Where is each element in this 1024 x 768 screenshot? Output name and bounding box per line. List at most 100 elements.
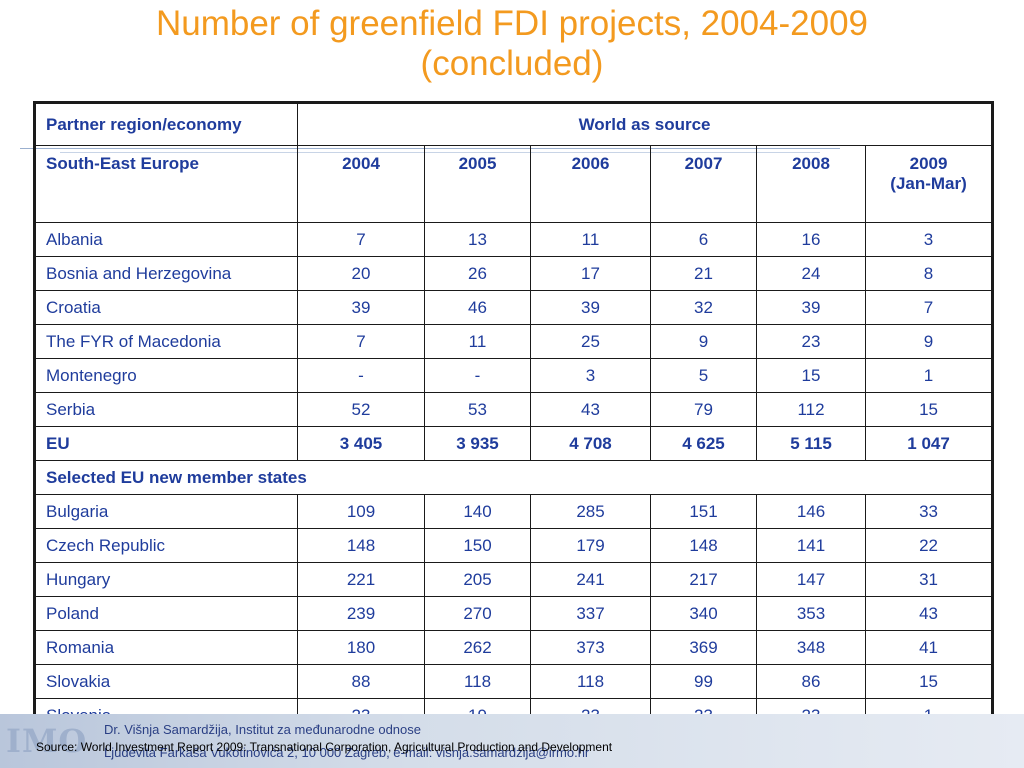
table-cell: 15 — [864, 392, 994, 427]
table-cell: - — [424, 358, 531, 393]
table-cell: 118 — [424, 664, 531, 699]
year-header: 2008 — [756, 145, 866, 223]
institute-logo: IMO — [6, 722, 88, 760]
table-cell: - — [297, 358, 425, 393]
table-cell: 337 — [530, 596, 651, 631]
table-cell: 217 — [650, 562, 757, 597]
table-cell: 43 — [530, 392, 651, 427]
table-cell: 141 — [756, 528, 866, 563]
table-cell: 285 — [530, 494, 651, 529]
table-cell: 3 405 — [297, 426, 425, 461]
table-cell: 79 — [650, 392, 757, 427]
table-cell: 1 — [864, 358, 994, 393]
table-row: Slovakia 88 118 118 99 86 15 — [34, 664, 994, 699]
table-cell: 7 — [297, 222, 425, 257]
section-row: Selected EU new member states — [33, 460, 994, 495]
table-cell: 4 625 — [650, 426, 757, 461]
table-row: Bulgaria 109 140 285 151 146 33 — [34, 494, 994, 529]
table-row: Croatia 39 46 39 32 39 7 — [34, 290, 994, 325]
table-cell: 151 — [650, 494, 757, 529]
year-header: 2005 — [424, 145, 531, 223]
table-cell: 148 — [297, 528, 425, 563]
table-cell: 146 — [756, 494, 866, 529]
source-header: World as source — [296, 102, 994, 146]
table-cell: 11 — [530, 222, 651, 257]
table-cell: 21 — [650, 256, 757, 291]
year-header: 2006 — [530, 145, 651, 223]
table-cell: 270 — [424, 596, 531, 631]
table-cell: 118 — [530, 664, 651, 699]
row-label: Slovakia — [34, 664, 298, 699]
year-header-2009-line2: (Jan-Mar) — [890, 174, 967, 193]
table-cell: 43 — [864, 596, 994, 631]
header-row: Partner region/economy World as source — [34, 102, 994, 146]
source-note: Source: World Investment Report 2009: Tr… — [36, 740, 613, 754]
table-row: Czech Republic 148 150 179 148 141 22 — [34, 528, 994, 563]
table-cell: 11 — [424, 324, 531, 359]
row-label: Croatia — [34, 290, 298, 325]
table-cell: 7 — [297, 324, 425, 359]
table-row: The FYR of Macedonia 7 11 25 9 23 9 — [34, 324, 994, 359]
title-line-1: Number of greenfield FDI projects, 2004-… — [155, 4, 869, 43]
table-cell: 221 — [297, 562, 425, 597]
table-cell: 52 — [297, 392, 425, 427]
table-cell: 353 — [756, 596, 866, 631]
table-cell: 5 115 — [756, 426, 866, 461]
row-label: Albania — [34, 222, 298, 257]
table-cell: 3 — [530, 358, 651, 393]
region-header: South-East Europe — [34, 145, 298, 223]
partner-header: Partner region/economy — [34, 102, 298, 146]
table-cell: 39 — [756, 290, 866, 325]
table-cell: 9 — [864, 324, 994, 359]
author-line-2: Ljudevita Farkaša Vukotinovića 2, 10 000… — [104, 745, 590, 760]
table-cell: 6 — [650, 222, 757, 257]
fdi-projects-table: Partner region/economy World as source S… — [33, 101, 995, 735]
table-cell: 8 — [864, 256, 994, 291]
table-cell: 7 — [864, 290, 994, 325]
table-row: Poland 239 270 337 340 353 43 — [34, 596, 994, 631]
row-label: Bulgaria — [34, 494, 298, 529]
table-cell: 5 — [650, 358, 757, 393]
table-cell: 33 — [864, 494, 994, 529]
table-row: Bosnia and Herzegovina 20 26 17 21 24 8 — [34, 256, 994, 291]
table-cell: 46 — [424, 290, 531, 325]
table-row: Serbia 52 53 43 79 112 15 — [34, 392, 994, 427]
row-label: Serbia — [34, 392, 298, 427]
table-cell: 26 — [424, 256, 531, 291]
table-cell: 241 — [530, 562, 651, 597]
row-label: Bosnia and Herzegovina — [34, 256, 298, 291]
row-label: Poland — [34, 596, 298, 631]
footer-band — [0, 714, 1024, 768]
table-cell: 53 — [424, 392, 531, 427]
table-cell: 31 — [864, 562, 994, 597]
table-cell: 140 — [424, 494, 531, 529]
row-label: EU — [34, 426, 298, 461]
table-cell: 262 — [424, 630, 531, 665]
table-cell: 239 — [297, 596, 425, 631]
table-cell: 340 — [650, 596, 757, 631]
row-label: Montenegro — [34, 358, 298, 393]
table-cell: 22 — [864, 528, 994, 563]
table-cell: 24 — [756, 256, 866, 291]
table-cell: 15 — [756, 358, 866, 393]
row-label: Hungary — [34, 562, 298, 597]
table-cell: 1 047 — [864, 426, 994, 461]
table-cell: 205 — [424, 562, 531, 597]
table-cell: 348 — [756, 630, 866, 665]
table-cell: 9 — [650, 324, 757, 359]
table-cell: 86 — [756, 664, 866, 699]
table-cell: 16 — [756, 222, 866, 257]
table-cell: 32 — [650, 290, 757, 325]
table-cell: 180 — [297, 630, 425, 665]
table-cell: 20 — [297, 256, 425, 291]
year-header-2009: 2009 (Jan-Mar) — [864, 145, 994, 223]
eu-total-row: EU 3 405 3 935 4 708 4 625 5 115 1 047 — [34, 426, 994, 461]
row-label: Czech Republic — [34, 528, 298, 563]
table-cell: 4 708 — [530, 426, 651, 461]
slide-title: Number of greenfield FDI projects, 2004-… — [0, 4, 1024, 84]
table-cell: 109 — [297, 494, 425, 529]
table-cell: 148 — [650, 528, 757, 563]
table-cell: 369 — [650, 630, 757, 665]
title-line-2: (concluded) — [420, 44, 604, 83]
row-label: Romania — [34, 630, 298, 665]
